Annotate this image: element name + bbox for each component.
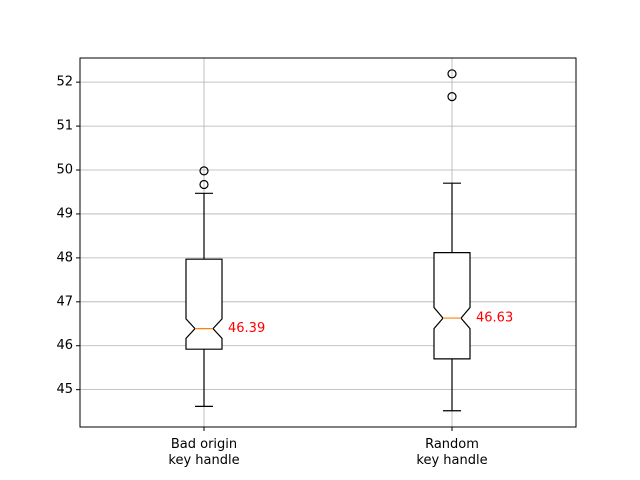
- notched-box: [185, 258, 223, 350]
- y-tick-label: 46: [56, 338, 73, 353]
- outlier-point: [199, 179, 209, 190]
- grid-layer: [80, 58, 576, 427]
- median-value-label: 46.39: [228, 321, 265, 336]
- x-tick-label-line: key handle: [168, 453, 239, 468]
- plot-area-frame: [79, 57, 577, 428]
- box-group: 46.63: [433, 69, 513, 412]
- boxes-layer: 46.39 46.63: [185, 69, 513, 412]
- x-tick-label-line: Bad origin: [171, 437, 237, 452]
- y-tick-label: 52: [56, 75, 73, 90]
- y-tick-label: 48: [56, 250, 73, 265]
- x-tick-label: Random key handle: [416, 437, 487, 468]
- y-tick-label: 49: [56, 206, 73, 221]
- x-tick-label: Bad origin key handle: [168, 437, 239, 468]
- outlier-point: [199, 166, 209, 176]
- y-tick-label: 45: [56, 382, 73, 397]
- median-value-label: 46.63: [476, 311, 513, 326]
- y-tick-label: 51: [56, 119, 73, 134]
- outlier-point: [447, 92, 457, 102]
- notched-box: [433, 252, 471, 360]
- y-tick-label: 50: [56, 163, 73, 178]
- x-tick-label-line: key handle: [416, 453, 487, 468]
- y-tick-label: 47: [56, 294, 73, 309]
- x-tick-label-line: Random: [425, 437, 479, 452]
- outlier-point: [447, 69, 457, 79]
- box-group: 46.39: [185, 166, 265, 407]
- y-axis: 45 46 47 48 49 50 51 52: [56, 75, 80, 397]
